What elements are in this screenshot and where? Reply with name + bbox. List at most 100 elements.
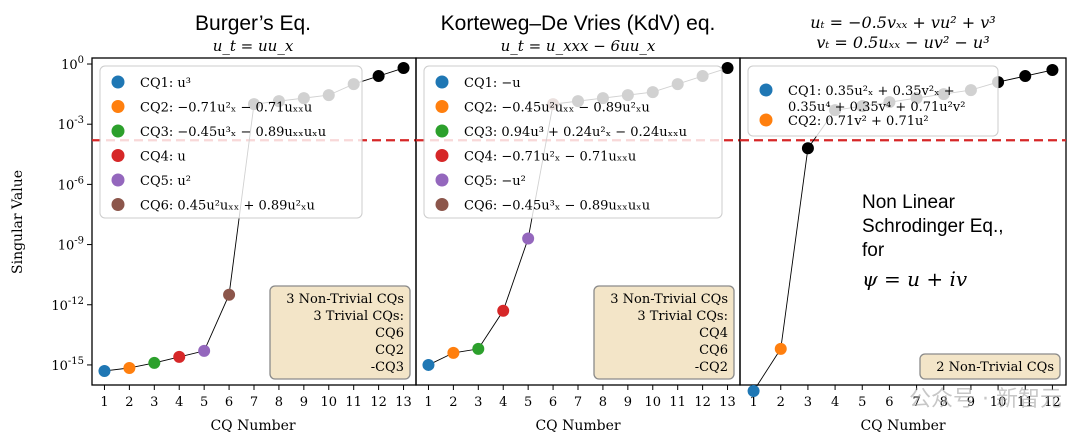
x-tick-label: 9: [300, 395, 308, 410]
legend-marker-5: [111, 173, 125, 187]
note-line-1: 2 Non-Trivial CQs: [936, 360, 1054, 375]
y-tick-label: 100: [61, 55, 84, 73]
data-point-3: [801, 142, 814, 155]
note-line-4: CQ2: [375, 343, 404, 358]
note-line-2: 3 Trivial CQs:: [637, 309, 728, 324]
legend-entry-4: CQ4: u: [140, 150, 186, 165]
data-point-3: [472, 342, 485, 355]
panel1-subtitle: u_t = uu_x: [213, 37, 294, 55]
x-tick-label: 6: [549, 395, 557, 410]
annotation-line-3: for: [862, 240, 885, 261]
legend-marker-1: [435, 75, 449, 89]
legend-entry-1: CQ1: 0.35u²ₓ + 0.35v²ₓ +: [788, 84, 955, 99]
x-tick-label: 1: [100, 395, 108, 410]
x-tick-label: 3: [804, 395, 812, 410]
x-tick-label: 7: [574, 395, 582, 410]
legend-entry-3: CQ3: 0.94u³ + 0.24u²ₓ − 0.24uₓₓu: [464, 125, 687, 140]
data-point-2: [774, 342, 787, 355]
x-tick-label: 5: [858, 395, 866, 410]
data-point-6: [223, 288, 236, 301]
legend-marker-4: [111, 149, 125, 162]
y-tick-label: 10-6: [58, 175, 84, 193]
legend-marker-1: [111, 75, 125, 89]
panel2-title: Korteweg–De Vries (KdV) eq.: [441, 12, 716, 35]
data-point-1: [422, 358, 435, 371]
annotation-line-4: ψ = u + iv: [862, 267, 968, 291]
legend-entry-1: CQ1: u³: [140, 76, 191, 91]
x-tick-label: 11: [669, 395, 686, 410]
legend-entry-2: CQ2: −0.45u²uₓₓ − 0.89u²ₓu: [464, 101, 650, 116]
x-tick-label: 10: [644, 395, 661, 410]
data-point-12: [1046, 64, 1059, 77]
data-point-13: [397, 62, 410, 75]
x-tick-label: 7: [912, 395, 920, 410]
legend-entry-5: CQ5: −u²: [464, 174, 526, 189]
panel-1: 1 2 3 4 5 6 7 8 9 10 11 12 1310010-310-610-910-1210-…: [51, 55, 417, 410]
x-tick-label: 11: [345, 395, 362, 410]
note-box: [919, 353, 1061, 380]
note-line-1: 3 Non-Trivial CQs: [286, 292, 404, 307]
data-point-5: [198, 344, 211, 357]
legend-entry-1: CQ1: −u: [464, 76, 521, 91]
x-tick-label: 7: [250, 395, 258, 410]
y-tick-label: 10-15: [51, 356, 84, 374]
x-tick-label: 1: [749, 395, 757, 410]
note-line-3: CQ4: [699, 326, 728, 341]
x-tick-label: 2: [449, 395, 457, 410]
y-tick-label: 10-3: [58, 115, 84, 133]
legend-marker-6: [111, 198, 125, 211]
note-line-3: CQ6: [375, 326, 404, 341]
x-tick-label: 8: [275, 395, 283, 410]
legend-box: [99, 65, 363, 219]
x-tick-label: 12: [1044, 395, 1061, 410]
note-line-4: CQ6: [699, 343, 728, 358]
annotation-line-2: Schrodinger Eq.,: [862, 216, 1004, 237]
panel3-title-line1: uₜ = −0.5vₓₓ + vu² + v³: [810, 13, 995, 32]
data-point-5: [522, 232, 535, 245]
data-point-1: [747, 385, 760, 398]
x-tick-label: 2: [125, 395, 133, 410]
x-tick-label: 9: [967, 395, 975, 410]
panel2-x-axis-label: CQ Number: [535, 418, 620, 434]
x-tick-label: 6: [885, 395, 893, 410]
x-tick-label: 6: [225, 395, 233, 410]
legend-entry-4: CQ4: −0.71u²ₓ − 0.71uₓₓu: [464, 150, 636, 165]
data-point-4: [173, 350, 186, 363]
data-point-3: [148, 356, 161, 369]
legend-entry-2: CQ2: 0.71v² + 0.71u²: [788, 114, 929, 129]
data-point-11: [1019, 70, 1032, 83]
x-tick-label: 12: [694, 395, 711, 410]
x-tick-label: 2: [777, 395, 785, 410]
legend-marker-1: [759, 83, 773, 97]
legend-entry-5: CQ5: u²: [140, 174, 191, 189]
legend-entry-6: CQ6: 0.45u²uₓₓ + 0.89u²ₓu: [140, 199, 315, 214]
x-tick-label: 8: [599, 395, 607, 410]
x-tick-label: 13: [719, 395, 736, 410]
panel-3-frame: [739, 57, 1067, 386]
x-tick-label: 4: [499, 395, 507, 410]
y-tick-label: 10-12: [51, 296, 84, 314]
panels: 1 2 3 4 5 6 7 8 9 10 11 12 1310010-310-610-910-1210-…: [51, 55, 1067, 410]
panel2-subtitle: u_t = u_xxx − 6uu_x: [501, 37, 656, 55]
data-point-1: [98, 364, 111, 377]
x-tick-label: 3: [474, 395, 482, 410]
legend-marker-3: [111, 124, 125, 138]
y-tick-label: 10-9: [58, 236, 84, 254]
x-tick-label: 10: [320, 395, 337, 410]
x-tick-label: 4: [831, 395, 839, 410]
x-tick-label: 11: [1017, 395, 1034, 410]
x-tick-label: 5: [524, 395, 532, 410]
x-tick-label: 4: [175, 395, 183, 410]
panel3-title-line2: vₜ = 0.5uₓₓ − uv² − u³: [816, 33, 989, 52]
legend-marker-5: [435, 173, 449, 187]
legend-marker-4: [435, 149, 449, 162]
data-point-2: [447, 346, 460, 359]
x-tick-label: 13: [395, 395, 412, 410]
panel1-title: Burger’s Eq.: [195, 12, 311, 35]
legend-marker-3: [435, 124, 449, 138]
note-line-5: -CQ3: [371, 360, 404, 375]
x-tick-label: 10: [990, 395, 1007, 410]
legend-marker-2: [435, 100, 449, 113]
